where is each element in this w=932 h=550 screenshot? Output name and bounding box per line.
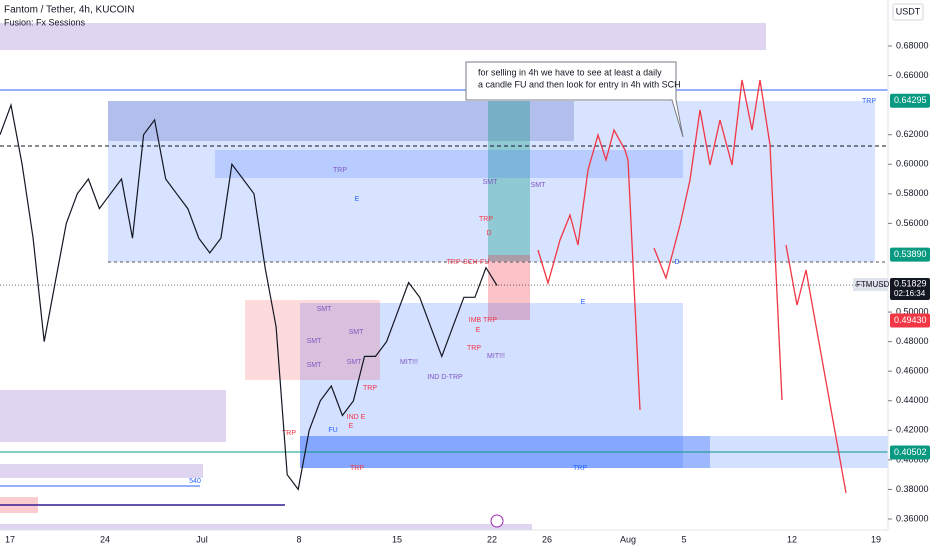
price-tick-label: 0.38000 <box>896 484 929 494</box>
price-badge <box>890 247 930 262</box>
price-tick-label: 0.36000 <box>896 513 929 523</box>
last-price: 0.51829 <box>894 278 927 288</box>
time-tick-label: 17 <box>5 534 15 544</box>
time-tick-label: 19 <box>871 534 881 544</box>
chart-label: SMT <box>307 362 323 369</box>
projection <box>537 128 641 411</box>
zone <box>488 101 530 261</box>
session-box <box>0 23 766 50</box>
time-tick-label: 12 <box>787 534 797 544</box>
symbol-title: Fantom / Tether, 4h, KUCOIN <box>4 5 134 16</box>
chart-label: SMT <box>483 179 499 186</box>
price-tick-label: 0.58000 <box>896 188 929 198</box>
zone <box>0 390 226 442</box>
price-badge <box>890 93 930 108</box>
zone <box>108 101 875 262</box>
chart-label: E <box>355 196 360 203</box>
time-tick-label: 8 <box>296 534 301 544</box>
chart-label: SMT <box>317 306 333 313</box>
currency[interactable]: USDT <box>896 6 921 16</box>
currency-button[interactable] <box>892 3 924 21</box>
chart-label: E <box>476 327 481 334</box>
chart-label: TRP <box>467 345 481 352</box>
price-line <box>0 102 498 491</box>
drawings <box>0 61 888 506</box>
chart-label: TRP <box>483 317 497 324</box>
chart-label: TRP <box>862 98 876 105</box>
time-tick-label: Jul <box>196 534 208 544</box>
price-tick-label: 0.48000 <box>896 336 929 346</box>
price-badge-label: 0.40502 <box>894 447 927 457</box>
price-badge-label: 0.64295 <box>894 95 927 105</box>
zone <box>215 150 683 178</box>
chart-area <box>0 0 888 530</box>
chart-label: SMT <box>349 329 365 336</box>
chart-label: D <box>674 259 679 266</box>
symbol-badge <box>853 278 888 292</box>
price-tick-label: 0.66000 <box>896 70 929 80</box>
chart-label: FU <box>328 427 337 434</box>
note-text: a candle FU and then look for entry in 4… <box>478 79 681 89</box>
chart-label: SMT <box>347 359 363 366</box>
price-tick-label: 0.46000 <box>896 366 929 376</box>
price-tick-label: 0.68000 <box>896 40 929 50</box>
price-badge <box>890 445 930 460</box>
zone <box>0 464 203 478</box>
events-icon[interactable] <box>490 514 504 528</box>
projection <box>785 244 847 494</box>
projection <box>653 79 783 401</box>
zone <box>108 101 574 141</box>
zone <box>488 255 530 320</box>
chart-label: SMT <box>307 338 323 345</box>
time-tick-label: 24 <box>100 534 110 544</box>
note-box <box>465 61 684 138</box>
price-tick-label: 0.60000 <box>896 159 929 169</box>
chart-label: E <box>581 299 586 306</box>
price-tick-label: 0.44000 <box>896 395 929 405</box>
chart-label: TRP <box>333 167 347 174</box>
symbol-label: FTMUSDT <box>856 280 894 289</box>
chart-label: D <box>486 230 491 237</box>
chart-label: IND E <box>347 414 366 421</box>
time-tick-label: 15 <box>392 534 402 544</box>
chart-label: MIT!!! <box>487 353 505 360</box>
indicator-name: Fusion: Fx Sessions <box>4 17 86 27</box>
countdown: 02:16:34 <box>894 289 926 298</box>
note-text: for selling in 4h we have to see at leas… <box>478 67 662 77</box>
time-tick-label: 22 <box>487 534 497 544</box>
price-tick-label: 0.50000 <box>896 306 929 316</box>
price-badge-label: 0.53890 <box>894 249 927 259</box>
price-tick-label: 0.56000 <box>896 218 929 228</box>
price-badge <box>890 313 930 328</box>
chart-label: IND D-TRP <box>427 374 463 381</box>
chart-label: TRP <box>282 430 296 437</box>
price-badge-label: 0.49430 <box>894 315 927 325</box>
chart-label: E <box>349 423 354 430</box>
chart-label: TRP <box>363 385 377 392</box>
price-tick-label: 0.42000 <box>896 425 929 435</box>
zone <box>300 303 683 468</box>
zone <box>245 300 380 380</box>
chart-label: TRP <box>479 216 493 223</box>
time-tick-label: 5 <box>681 534 686 544</box>
time-tick-label: Aug <box>620 534 636 544</box>
chart-label: IMB <box>469 317 482 324</box>
chart-label: TRP <box>350 465 364 472</box>
zone <box>0 524 532 530</box>
price-axis <box>888 0 932 550</box>
chart-label: MIT!!! <box>400 359 418 366</box>
chart-label: TRP <box>573 465 587 472</box>
time-tick-label: 26 <box>542 534 552 544</box>
price-tick-label: 0.62000 <box>896 129 929 139</box>
last-price-badge <box>890 278 930 301</box>
chart-label: SMT <box>531 182 547 189</box>
chart-label: 540 <box>189 478 201 485</box>
chart-label: TRP-SCH-FU <box>447 259 490 266</box>
